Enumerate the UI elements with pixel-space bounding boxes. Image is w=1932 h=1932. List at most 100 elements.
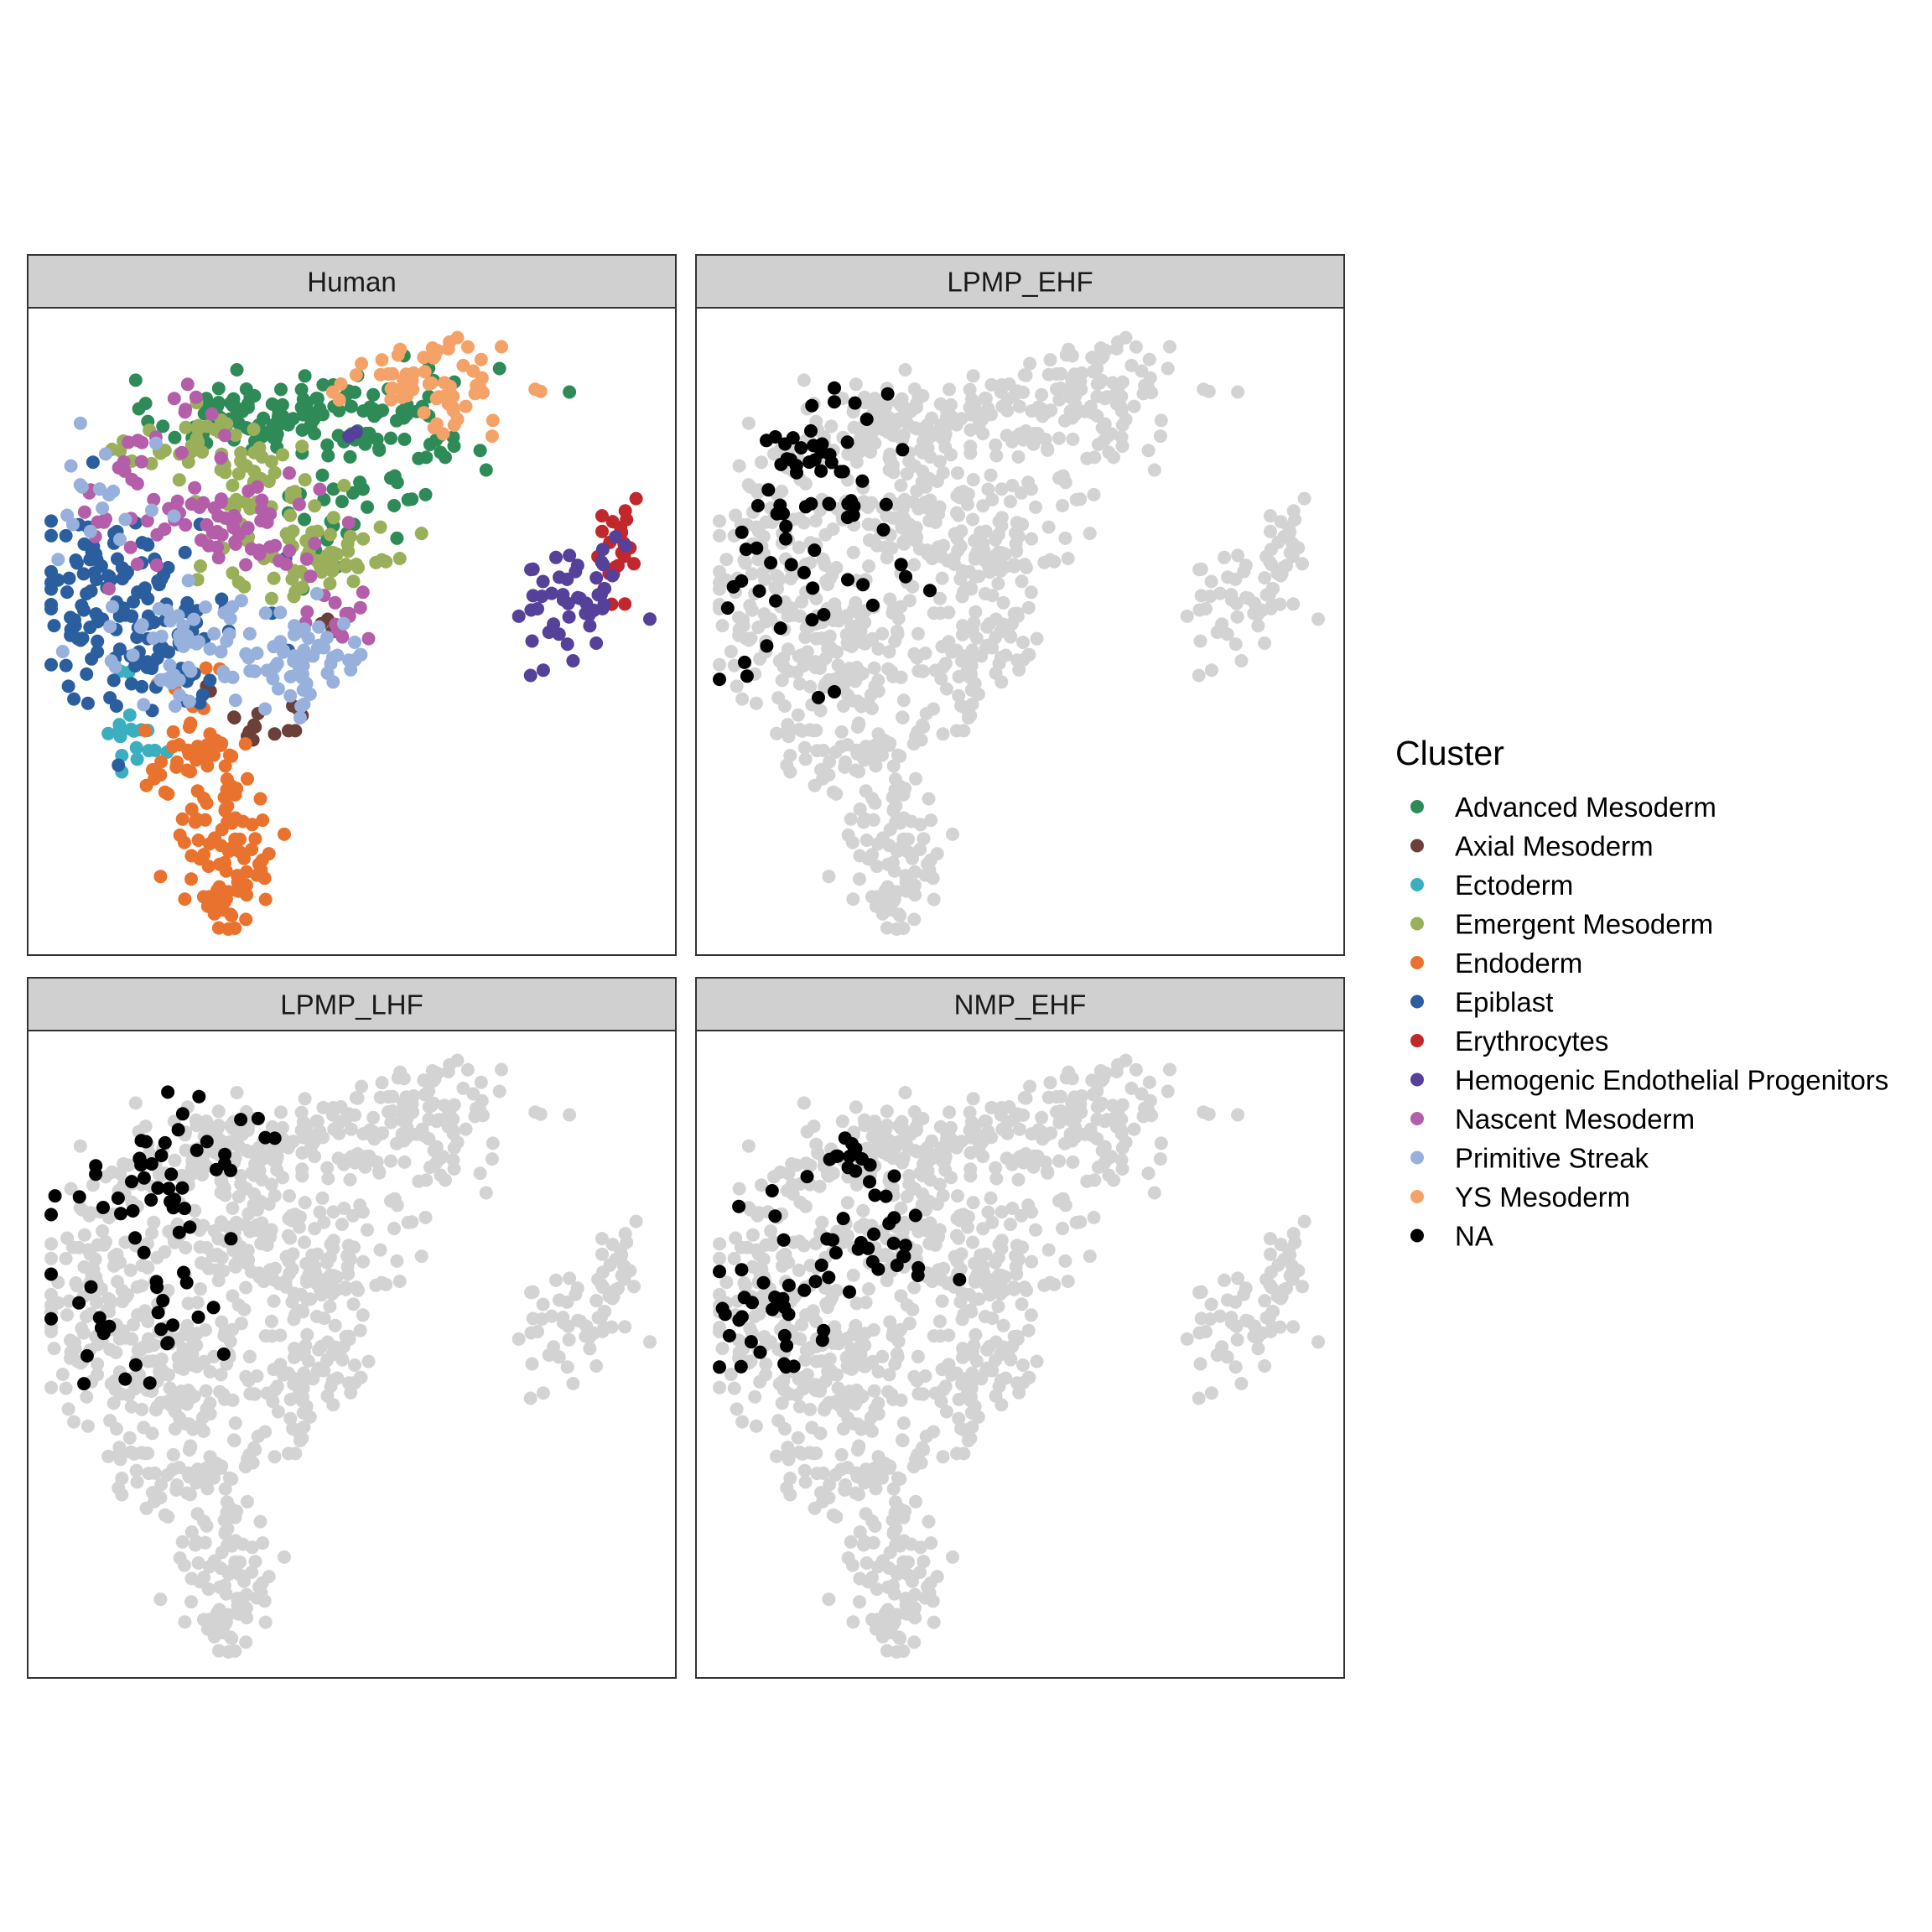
point-background (841, 1411, 855, 1425)
point-emergent-mesoderm (392, 552, 407, 565)
point-background (582, 1331, 596, 1345)
point-background (1085, 1129, 1099, 1143)
point-background (822, 1395, 836, 1410)
point-background (893, 1539, 907, 1553)
point-background (984, 1100, 999, 1114)
point-background (248, 1442, 262, 1457)
point-background (818, 527, 833, 542)
point-background (73, 1139, 87, 1153)
point-background (922, 1514, 936, 1529)
point-background (1136, 387, 1150, 401)
point-background (976, 1222, 990, 1236)
point-background (1224, 593, 1239, 607)
point-background (1026, 437, 1041, 451)
point-background (1210, 1348, 1224, 1362)
point-background (865, 1571, 880, 1585)
point-background (852, 1387, 866, 1401)
point-background (893, 1472, 907, 1486)
point-background (356, 1308, 370, 1322)
point-background (528, 1105, 543, 1119)
point-background (55, 1368, 70, 1381)
point-primitive-streak (64, 459, 78, 473)
point-background (459, 1122, 473, 1136)
point-highlighted (735, 525, 749, 539)
point-background (1259, 588, 1274, 602)
point-background (258, 1615, 273, 1629)
point-erythrocytes (595, 509, 609, 523)
point-advanced-mesoderm (321, 449, 335, 463)
point-background (264, 1314, 278, 1328)
point-endoderm (173, 828, 187, 842)
point-background (524, 1285, 538, 1300)
point-background (252, 1266, 267, 1280)
point-nascent-mesoderm (150, 527, 164, 542)
point-nascent-mesoderm (174, 445, 189, 460)
point-advanced-mesoderm (267, 431, 281, 444)
point-background (840, 1395, 854, 1410)
point-endoderm (184, 872, 198, 886)
point-background (328, 1318, 342, 1332)
point-highlighted (828, 685, 841, 699)
point-epiblast (180, 595, 195, 610)
point-background (907, 382, 922, 396)
point-highlighted (851, 1242, 865, 1256)
point-epiblast (85, 652, 99, 666)
point-background (267, 1294, 281, 1308)
point-ys-mesoderm (485, 429, 499, 444)
point-background (1065, 1096, 1079, 1110)
point-background (1010, 1267, 1024, 1281)
point-background (1041, 1090, 1056, 1104)
point-background (966, 1092, 980, 1106)
point-background (713, 1251, 726, 1265)
point-emergent-mesoderm (330, 547, 344, 561)
point-primitive-streak (168, 699, 182, 713)
point-background (180, 1318, 195, 1332)
point-background (566, 1377, 580, 1390)
point-background (166, 1447, 180, 1462)
point-nascent-mesoderm (134, 454, 148, 469)
point-background (161, 1284, 175, 1297)
point-background (1002, 377, 1016, 391)
point-background (358, 1160, 372, 1174)
point-highlighted (776, 1233, 791, 1247)
point-background (361, 1223, 374, 1237)
point-background (823, 645, 838, 659)
point-background (865, 792, 880, 806)
point-highlighted (776, 506, 790, 521)
point-background (1248, 596, 1262, 610)
point-background (1005, 479, 1020, 492)
point-nascent-mesoderm (194, 533, 208, 548)
point-background (188, 1203, 202, 1218)
point-background (263, 1263, 277, 1277)
point-background (886, 759, 901, 773)
point-background (935, 431, 949, 444)
point-highlighted (887, 1211, 901, 1225)
point-background (865, 1514, 880, 1529)
point-background (820, 578, 834, 592)
point-background (932, 1314, 947, 1328)
legend-item: Primitive Streak (1410, 1143, 1649, 1174)
point-background (1218, 550, 1231, 564)
point-endoderm (191, 834, 205, 847)
point-highlighted (897, 1249, 911, 1264)
point-background (981, 1282, 995, 1296)
point-highlighted (84, 1280, 98, 1294)
point-background (832, 1337, 846, 1351)
point-background (1043, 353, 1057, 367)
point-background (1087, 487, 1101, 501)
point-background (332, 1126, 346, 1140)
point-highlighted (779, 519, 793, 533)
point-background (316, 1100, 330, 1114)
point-endoderm (225, 909, 239, 922)
point-background (1231, 1271, 1245, 1285)
point-background (400, 1130, 414, 1145)
point-background (268, 1383, 283, 1397)
point-background (1141, 444, 1156, 458)
point-background (1264, 543, 1278, 557)
point-background (101, 1449, 116, 1463)
point-highlighted (177, 1265, 190, 1280)
point-background (173, 1551, 187, 1565)
point-highlighted (828, 381, 841, 395)
point-background (583, 1342, 597, 1356)
point-background (907, 558, 922, 572)
